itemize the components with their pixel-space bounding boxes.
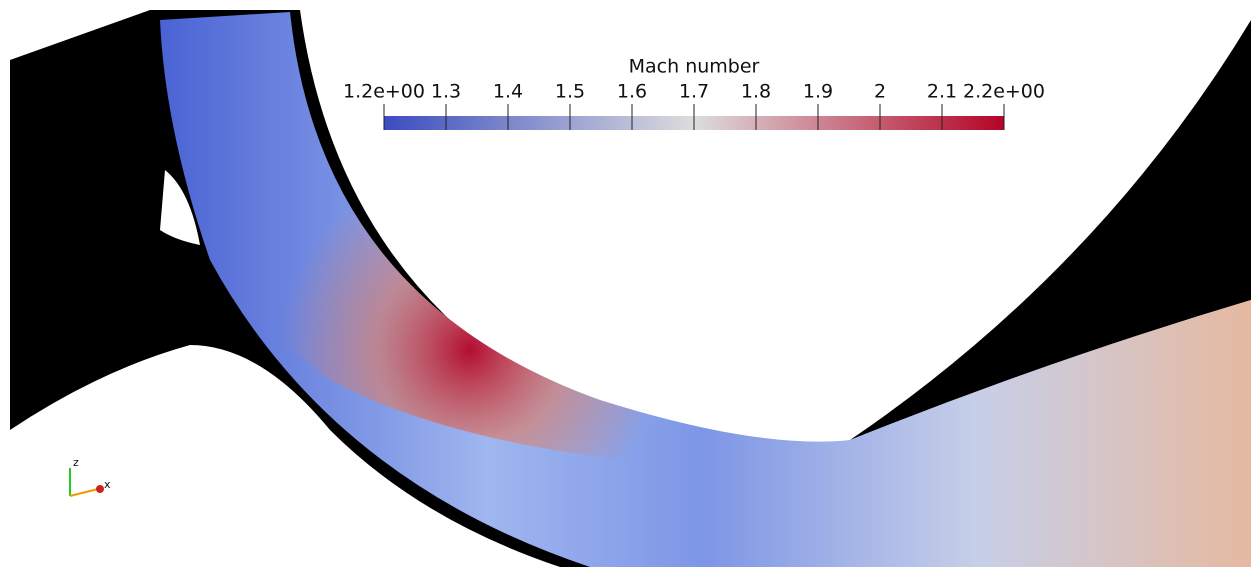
colorbar-tick-label: 1.2e+00: [343, 81, 425, 103]
colorbar-tick-label: 2.2e+00: [963, 81, 1045, 103]
axis-label: z: [73, 456, 79, 469]
colorbar-title: Mach number: [629, 56, 760, 78]
colorbar-tick-label: 1.3: [431, 81, 461, 103]
colorbar-tick-label: 1.7: [679, 81, 709, 103]
colorbar-tick-label: 1.4: [493, 81, 523, 103]
render-view: Mach number z x 1.2e+00 1.3 1.4 1.5 1.6 1.7 1.…: [0, 0, 1251, 567]
orientation-axes: z x: [70, 456, 111, 496]
axis-label: x: [104, 478, 111, 491]
colorbar-tick-label: 1.9: [803, 81, 833, 103]
axis-y: [96, 485, 104, 493]
colorbar-tick-label: 1.6: [617, 81, 647, 103]
colorbar-tick-label: 2: [874, 81, 886, 103]
colorbar-tick-label: 2.1: [927, 81, 957, 103]
colorbar-tick-label: 1.5: [555, 81, 585, 103]
colorbar-tick-label: 1.8: [741, 81, 771, 103]
